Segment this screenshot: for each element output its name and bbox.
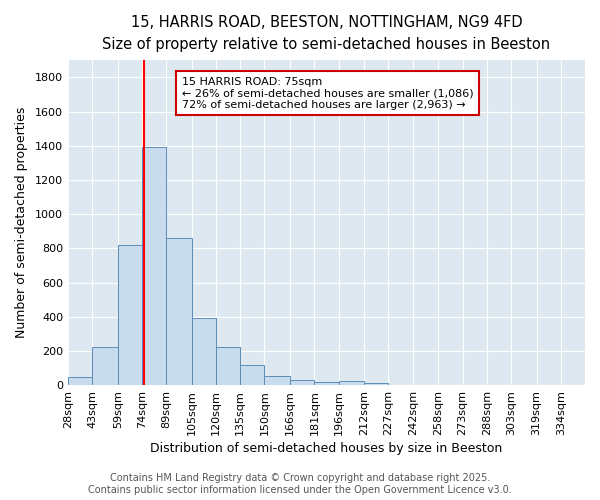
Text: 15 HARRIS ROAD: 75sqm
← 26% of semi-detached houses are smaller (1,086)
72% of s: 15 HARRIS ROAD: 75sqm ← 26% of semi-deta… — [182, 76, 473, 110]
Bar — [166, 238, 192, 385]
Bar — [314, 382, 338, 385]
Bar — [68, 376, 92, 385]
Bar — [240, 366, 265, 385]
Bar — [92, 348, 118, 385]
Bar — [338, 381, 364, 385]
Title: 15, HARRIS ROAD, BEESTON, NOTTINGHAM, NG9 4FD
Size of property relative to semi-: 15, HARRIS ROAD, BEESTON, NOTTINGHAM, NG… — [103, 15, 551, 52]
Bar — [216, 348, 240, 385]
Y-axis label: Number of semi-detached properties: Number of semi-detached properties — [15, 107, 28, 338]
X-axis label: Distribution of semi-detached houses by size in Beeston: Distribution of semi-detached houses by … — [151, 442, 503, 455]
Text: Contains HM Land Registry data © Crown copyright and database right 2025.
Contai: Contains HM Land Registry data © Crown c… — [88, 474, 512, 495]
Bar — [290, 380, 314, 385]
Bar — [192, 318, 216, 385]
Bar — [364, 384, 388, 385]
Bar — [118, 245, 142, 385]
Bar — [142, 148, 166, 385]
Bar — [265, 376, 290, 385]
